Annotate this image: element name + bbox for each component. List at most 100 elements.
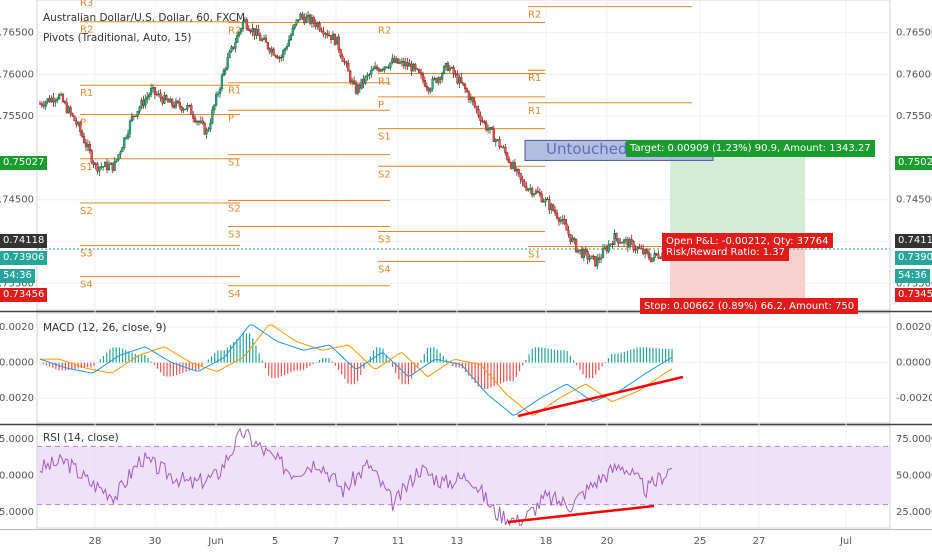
- candle-body: [483, 121, 486, 123]
- candle-body: [523, 181, 526, 187]
- x-tick-label: 25: [694, 536, 707, 547]
- pivot-level-label: S3: [228, 229, 241, 240]
- candle-body: [107, 164, 111, 170]
- candle-body: [222, 69, 225, 76]
- candle-body: [121, 147, 124, 153]
- candle-body: [280, 56, 283, 59]
- macd-signal-line: [40, 324, 673, 416]
- candle-body: [532, 193, 536, 196]
- candle-body: [38, 103, 42, 105]
- pivot-level-label: S1: [228, 158, 241, 169]
- candle-body: [540, 193, 543, 203]
- candle-body: [425, 85, 428, 89]
- pane-border: [36, 312, 891, 424]
- candle-body: [314, 23, 317, 27]
- candle-body: [331, 33, 335, 40]
- pivot-level-label: R1: [528, 73, 541, 84]
- candle-body: [500, 146, 503, 148]
- candle-body: [387, 67, 390, 69]
- candlesticks: [38, 11, 672, 270]
- candle-body: [287, 39, 291, 47]
- rsi-pane: 75.0000 75.0000 50.0000 50.0000 25.0000 25.00…: [0, 427, 932, 527]
- risk-reward-label[interactable]: Risk/Reward Ratio: 1.37: [662, 246, 790, 261]
- candle-body: [372, 68, 375, 71]
- candle-body: [190, 105, 193, 115]
- price-tag-stop-left: 0.73456: [0, 288, 48, 302]
- candle-body: [316, 22, 319, 27]
- stop-label[interactable]: Stop: 0.00662 (0.89%) 66.2, Amount: 750: [640, 298, 859, 314]
- candle-body: [647, 252, 651, 259]
- candle-body: [550, 204, 553, 210]
- candle-body: [611, 243, 614, 245]
- candle-body: [284, 48, 287, 51]
- macd-title[interactable]: MACD (12, 26, close, 9): [43, 322, 167, 334]
- candle-body: [130, 115, 134, 122]
- candle-body: [601, 248, 605, 258]
- open-pl-label[interactable]: Open P&L: -0.00212, Qty: 37764: [662, 233, 833, 248]
- candle-body: [65, 102, 68, 113]
- candle-body: [42, 105, 45, 107]
- candle-body: [153, 87, 156, 95]
- candle-body: [626, 239, 629, 248]
- macd-divergence-trendline: [517, 375, 684, 418]
- candle-body: [657, 254, 660, 259]
- candle-body: [61, 94, 65, 103]
- candle-body: [402, 60, 405, 67]
- candle-body: [299, 13, 302, 21]
- rsi-tick-right: 25.0000: [896, 507, 932, 518]
- rsi-title[interactable]: RSI (14, close): [43, 432, 119, 444]
- price-tag-stop-right: 0.73456: [895, 288, 932, 302]
- candle-body: [584, 249, 587, 252]
- symbol-title[interactable]: Australian Dollar/U.S. Dollar, 60, FXCM: [43, 12, 246, 24]
- candle-body: [439, 77, 442, 80]
- candle-body: [301, 13, 304, 18]
- candle-body: [126, 133, 130, 138]
- pivot-level-label: R2: [228, 26, 241, 37]
- candle-body: [435, 78, 438, 83]
- candle-body: [563, 218, 566, 225]
- candle-body: [582, 249, 585, 258]
- x-tick-label: 11: [392, 536, 405, 547]
- candle-body: [234, 42, 237, 49]
- candle-body: [270, 48, 273, 53]
- candle-body: [52, 97, 55, 103]
- pivots-indicator-title[interactable]: Pivots (Traditional, Auto, 15): [43, 32, 192, 44]
- x-tick-label: 7: [333, 536, 339, 547]
- candle-body: [385, 66, 388, 68]
- candle-body: [207, 128, 210, 131]
- candle-body: [381, 69, 384, 71]
- candle-body: [328, 35, 331, 37]
- candle-body: [326, 33, 329, 36]
- macd-line: [39, 324, 673, 416]
- candle-body: [285, 46, 289, 49]
- candle-body: [238, 31, 241, 36]
- price-tag-last-left: 0.73906: [0, 251, 48, 265]
- x-tick-label: 5: [272, 536, 278, 547]
- macd-pane: 0.0020 0.0020 0.0000 0.0000 -0.0020 -0.0020: [0, 322, 932, 418]
- candle-body: [396, 58, 400, 64]
- candle-body: [211, 109, 214, 124]
- pivot-level-label: S2: [378, 169, 391, 180]
- price-tick-left: 0.75500: [0, 111, 34, 122]
- candle-body: [544, 198, 547, 202]
- candle-body: [197, 121, 201, 123]
- candle-body: [613, 233, 616, 245]
- target-label[interactable]: Target: 0.00909 (1.23%) 90.9, Amount: 13…: [626, 140, 875, 157]
- candle-body: [81, 131, 84, 137]
- candle-body: [203, 122, 206, 135]
- candle-body: [525, 186, 528, 191]
- candle-body: [182, 109, 185, 111]
- candle-body: [329, 35, 333, 40]
- candle-body: [431, 78, 434, 90]
- candle-body: [146, 96, 149, 100]
- x-tick-label: 28: [89, 536, 102, 547]
- candle-body: [370, 70, 373, 75]
- candle-body: [264, 37, 268, 43]
- candle-body: [469, 97, 472, 100]
- candle-body: [293, 24, 296, 29]
- candle-body: [465, 88, 469, 93]
- candle-body: [239, 28, 243, 33]
- candle-body: [605, 247, 608, 252]
